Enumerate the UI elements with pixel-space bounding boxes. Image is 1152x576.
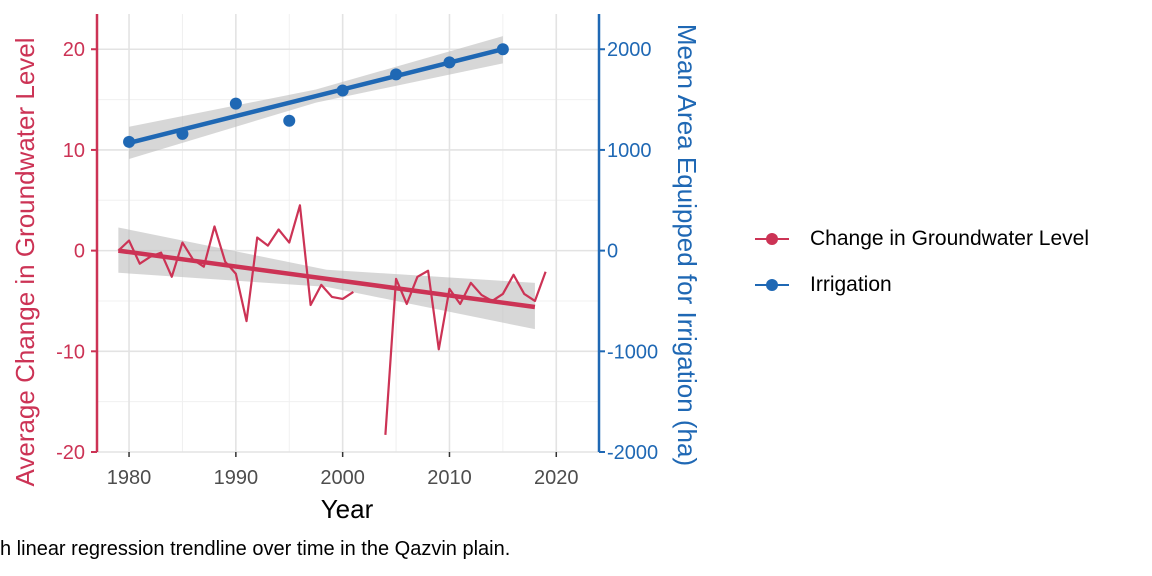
x-tick-label: 1980 <box>107 467 152 489</box>
y-right-tick-label: 2000 <box>607 39 652 61</box>
data-point <box>443 56 456 69</box>
y-axis-right-label: Mean Area Equipped for Irrigation (ha) <box>672 24 702 466</box>
y-axis-left-label: Average Change in Groundwater Level <box>10 37 40 486</box>
y-left-tick-label: 20 <box>63 39 85 61</box>
data-point <box>336 84 349 97</box>
legend-label: Change in Groundwater Level <box>810 227 1090 250</box>
y-right-tick-label: 0 <box>607 241 618 263</box>
data-point <box>176 127 189 140</box>
y-left-tick-label: 10 <box>63 140 85 162</box>
y-left-tick-label: -10 <box>56 341 85 363</box>
data-point <box>123 135 136 148</box>
axes: -20 -10 0 10 20 -2000 -1000 0 1000 2000 1980 1990 20… <box>56 14 658 489</box>
legend-key-icon <box>752 229 792 249</box>
legend-item: Change in Groundwater Level <box>752 216 1089 262</box>
grid-lines <box>97 14 599 453</box>
x-axis-label: Year <box>321 494 374 524</box>
y-right-tick-label: -2000 <box>607 442 658 464</box>
data-point <box>496 43 509 56</box>
legend-item: Irrigation <box>752 262 1089 308</box>
data-series <box>117 43 547 435</box>
x-tick-label: 2000 <box>320 467 365 489</box>
figure-caption: h linear regression trendline over time … <box>0 538 511 560</box>
trend-line <box>118 248 536 310</box>
y-right-tick-label: 1000 <box>607 140 652 162</box>
x-tick-label: 1990 <box>214 467 259 489</box>
y-right-tick-label: -1000 <box>607 341 658 363</box>
data-point <box>229 97 242 110</box>
y-left-tick-label: 0 <box>74 241 85 263</box>
legend: Change in Groundwater Level Irrigation <box>752 216 1089 308</box>
y-left-tick-label: -20 <box>56 442 85 464</box>
legend-label: Irrigation <box>810 273 892 296</box>
x-tick-label: 2020 <box>534 467 579 489</box>
data-point <box>390 68 403 81</box>
legend-key-icon <box>752 275 792 295</box>
x-tick-label: 2010 <box>427 467 472 489</box>
trend-line <box>128 47 504 146</box>
data-point <box>283 114 296 127</box>
